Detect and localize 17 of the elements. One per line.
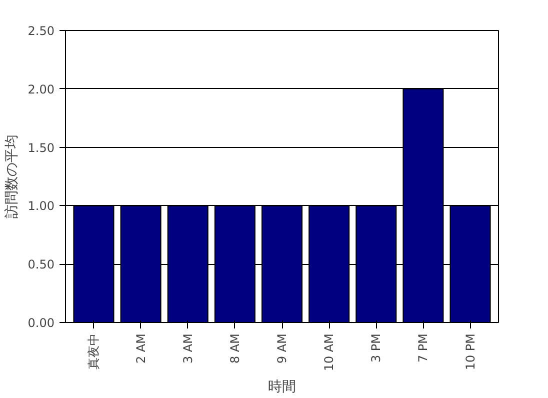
y-tick-label: 2.50: [28, 24, 54, 38]
y-tick-label: 2.00: [28, 82, 54, 96]
y-tick-label: 1.50: [28, 140, 54, 155]
y-tick-label: 0.00: [28, 316, 54, 330]
x-tick-label: 8 AM: [228, 333, 242, 364]
x-tick-label: 3 AM: [180, 333, 195, 364]
y-tick-label: 0.50: [28, 258, 54, 272]
y-tick-label: 1.00: [28, 199, 54, 214]
x-tick-label: 7 PM: [416, 333, 430, 363]
x-tick-label: 2 AM: [134, 333, 148, 364]
x-tick-label: 10 PM: [463, 333, 478, 370]
x-tick-label: 真夜中: [86, 334, 101, 370]
x-axis-title: 時間: [268, 379, 296, 396]
x-tick-label: 3 PM: [369, 333, 384, 363]
x-tick-label: 10 AM: [322, 333, 336, 372]
y-axis-title: 訪問数の平均: [4, 134, 20, 218]
x-tick-label: 9 AM: [275, 333, 289, 364]
